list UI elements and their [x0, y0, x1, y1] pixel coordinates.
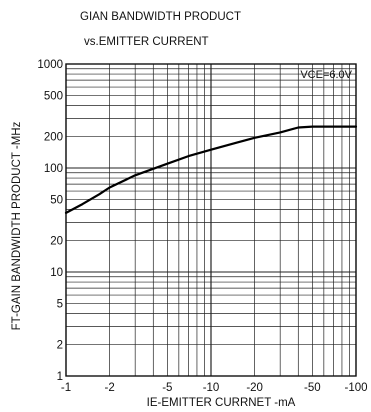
vce-annotation: VCE=6.0V: [300, 69, 352, 81]
y-tick-label: 5: [57, 298, 63, 310]
y-tick-label: 2: [57, 340, 63, 352]
x-tick-label: -50: [304, 382, 321, 394]
x-tick-labels: -1 -2 -5 -10 -20 -50 -100: [61, 382, 368, 394]
x-tick-label: -1: [61, 382, 71, 394]
x-tick-label: -2: [105, 382, 115, 394]
y-tick-label: 20: [50, 236, 63, 248]
y-tick-label: 50: [50, 194, 63, 206]
y-tick-label: 500: [44, 90, 63, 102]
plot-grid: [65, 63, 357, 377]
plot-frame: [65, 63, 357, 377]
y-tick-label: 10: [50, 267, 63, 279]
y-tick-label: 200: [44, 132, 63, 144]
x-tick-label: -5: [162, 382, 172, 394]
y-tick-label: 1000: [37, 59, 63, 71]
series-group: [64, 125, 358, 214]
plot-border: [65, 63, 357, 377]
y-tick-label: 1: [57, 371, 63, 383]
chart-title-line-2: vs.EMITTER CURRENT: [84, 36, 209, 48]
x-tick-label: -100: [344, 382, 367, 394]
chart-title-line-1: GIAN BANDWIDTH PRODUCT: [80, 11, 241, 23]
series-line: [64, 125, 358, 214]
y-axis-label: FT-GAIN BANDWIDTH PRODUCT -MHz: [11, 121, 23, 330]
x-axis-label: IE-EMITTER CURRNET -mA: [147, 397, 296, 409]
y-tick-label: 100: [44, 163, 63, 175]
x-tick-label: -20: [246, 382, 263, 394]
x-tick-label: -10: [203, 382, 220, 394]
y-tick-labels: 1 2 5 10 20 50 100 200 500 1000: [37, 59, 63, 383]
